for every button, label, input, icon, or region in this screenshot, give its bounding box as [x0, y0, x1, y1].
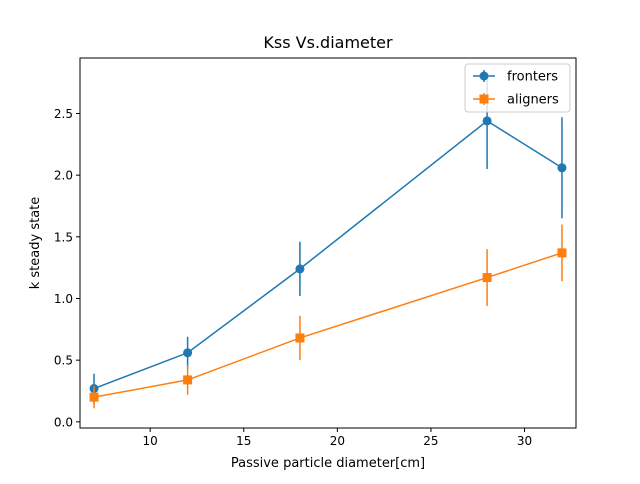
chart-title: Kss Vs.diameter	[263, 33, 393, 52]
data-point	[295, 333, 305, 343]
x-tick-label: 20	[330, 434, 345, 448]
legend: fronters aligners	[464, 63, 571, 113]
data-point	[295, 264, 305, 274]
series-aligners	[89, 224, 567, 409]
y-tick-label: 0.5	[54, 354, 73, 368]
legend-marker	[479, 71, 489, 81]
y-tick-label: 1.0	[54, 292, 73, 306]
y-axis: 0.0 0.5 1.0 1.5 2.0 2.5	[54, 107, 80, 429]
data-point	[557, 163, 567, 173]
x-tick-label: 15	[236, 434, 251, 448]
y-tick-label: 2.5	[54, 107, 73, 121]
y-tick-label: 0.0	[54, 415, 73, 429]
legend-marker	[479, 94, 489, 104]
data-point	[482, 273, 492, 283]
data-point	[183, 375, 193, 385]
data-point	[482, 116, 492, 126]
legend-label: fronters	[507, 70, 558, 85]
x-axis-label: Passive particle diameter[cm]	[231, 456, 425, 471]
y-tick-label: 2.0	[54, 169, 73, 183]
y-tick-label: 1.5	[54, 230, 73, 244]
legend-item: aligners	[473, 93, 559, 108]
plot-area	[80, 58, 576, 428]
data-point	[89, 392, 99, 402]
data-point	[183, 348, 193, 358]
x-tick-label: 10	[143, 434, 158, 448]
legend-label: aligners	[507, 93, 559, 108]
series-layer	[89, 72, 567, 409]
x-tick-label: 30	[517, 434, 532, 448]
y-axis-label: k steady state	[28, 197, 43, 290]
x-tick-label: 25	[423, 434, 438, 448]
x-axis: 10 15 20 25 30	[143, 428, 532, 448]
legend-item: fronters	[473, 70, 558, 85]
series-fronters	[89, 72, 567, 404]
plot-border	[79, 57, 577, 429]
data-point	[557, 248, 567, 258]
